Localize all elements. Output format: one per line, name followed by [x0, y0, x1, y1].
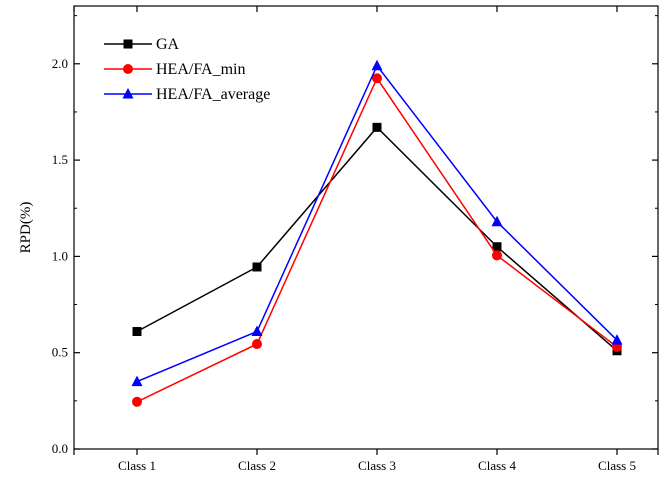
- x-tick-label: Class 5: [598, 458, 636, 473]
- legend-marker: [123, 64, 133, 74]
- y-axis-title: RPD(%): [18, 202, 34, 254]
- data-point: [372, 73, 382, 84]
- legend-item: GA: [104, 36, 180, 53]
- legend-label: GA: [156, 36, 180, 53]
- legend: GA HEA/FA_min HEA/FA_average: [104, 36, 270, 103]
- y-tick-label: 0.0: [52, 441, 68, 456]
- legend-label: HEA/FA_average: [156, 86, 270, 103]
- legend-marker: [122, 88, 134, 99]
- x-tick-label: Class 1: [118, 458, 156, 473]
- data-point: [372, 122, 382, 132]
- x-tick-label: Class 2: [238, 458, 276, 473]
- y-tick-label: 2.0: [52, 56, 68, 71]
- data-point: [492, 242, 502, 252]
- data-point: [371, 59, 383, 71]
- data-point: [252, 262, 262, 272]
- data-point: [132, 396, 142, 407]
- plot-border: [73, 5, 659, 450]
- data-point: [611, 334, 623, 345]
- x-axis: Class 1 Class 2 Class 3 Class 4 Class 5: [73, 6, 659, 473]
- x-tick-label: Class 4: [478, 458, 516, 473]
- series-circle: [132, 73, 622, 407]
- data-point: [251, 325, 263, 337]
- series-layer: [131, 59, 623, 407]
- series-triangle: [131, 59, 623, 387]
- y-tick-label: 1.0: [52, 248, 68, 263]
- y-axis: 0.0 0.5 1.0 1.5 2.0: [52, 15, 658, 456]
- series-line: [136, 126, 618, 352]
- data-point: [252, 339, 262, 350]
- legend-marker: [123, 39, 133, 49]
- series-square: [132, 122, 622, 356]
- y-tick-label: 0.5: [52, 345, 68, 360]
- data-point: [131, 375, 143, 387]
- legend-item: HEA/FA_min: [104, 61, 245, 78]
- data-point: [492, 250, 502, 261]
- data-point: [491, 215, 503, 227]
- data-point: [132, 327, 142, 337]
- plot-frame: [73, 5, 659, 450]
- y-tick-label: 1.5: [52, 152, 68, 167]
- legend-item: HEA/FA_average: [104, 86, 270, 103]
- series-line: [136, 64, 618, 383]
- legend-label: HEA/FA_min: [156, 61, 245, 78]
- x-tick-label: Class 3: [358, 458, 396, 473]
